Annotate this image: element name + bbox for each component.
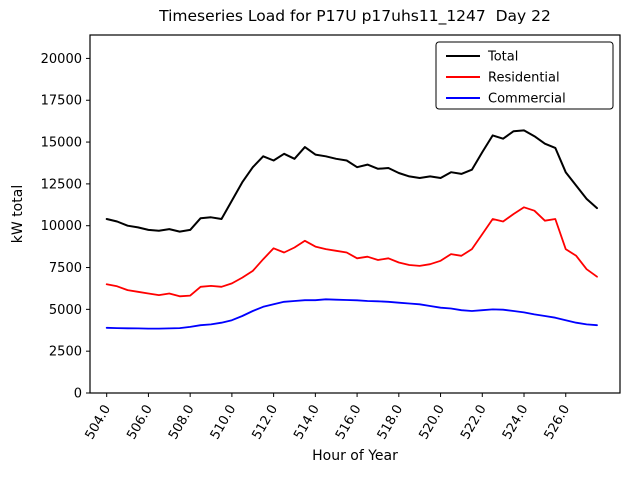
x-tick-label: 504.0 <box>83 403 115 443</box>
y-tick-label: 5000 <box>49 303 82 318</box>
x-tick-label: 512.0 <box>249 403 281 443</box>
x-tick-label: 514.0 <box>291 403 323 443</box>
series-line-commercial <box>105 298 598 330</box>
x-tick-label: 518.0 <box>375 403 407 443</box>
series-line-total <box>105 129 598 233</box>
x-tick-label: 516.0 <box>333 403 365 443</box>
y-tick-label: 2500 <box>49 345 82 360</box>
legend-label-total: Total <box>487 50 518 65</box>
legend-box <box>435 41 614 110</box>
y-tick-label: 0 <box>74 387 82 402</box>
chart-title: Timeseries Load for P17U p17uhs11_1247 D… <box>158 7 551 26</box>
x-tick-label: 508.0 <box>166 403 198 443</box>
y-tick-label: 20000 <box>41 52 82 67</box>
x-tick-label: 510.0 <box>208 403 240 443</box>
y-axis-label: kW total <box>10 185 26 243</box>
y-tick-label: 12500 <box>41 177 82 192</box>
y-tick-label: 10000 <box>41 219 82 234</box>
plot-area: 0 2500 5000 7500 10000 12500 15000 17500 20000 50… <box>41 34 621 443</box>
y-tick-label: 15000 <box>41 136 82 151</box>
x-tick-label: 526.0 <box>542 403 574 443</box>
y-tick-label: 7500 <box>49 261 82 276</box>
x-tick-label: 520.0 <box>416 403 448 443</box>
x-tick-label: 524.0 <box>500 403 532 443</box>
legend-label-commercial: Commercial <box>488 92 566 107</box>
x-tick-label: 522.0 <box>458 402 490 442</box>
y-tick-label: 17500 <box>41 94 82 109</box>
series-line-residential <box>105 206 598 298</box>
x-tick-label: 506.0 <box>124 403 156 443</box>
x-axis-label: Hour of Year <box>312 448 398 464</box>
legend-label-residential: Residential <box>488 71 560 86</box>
